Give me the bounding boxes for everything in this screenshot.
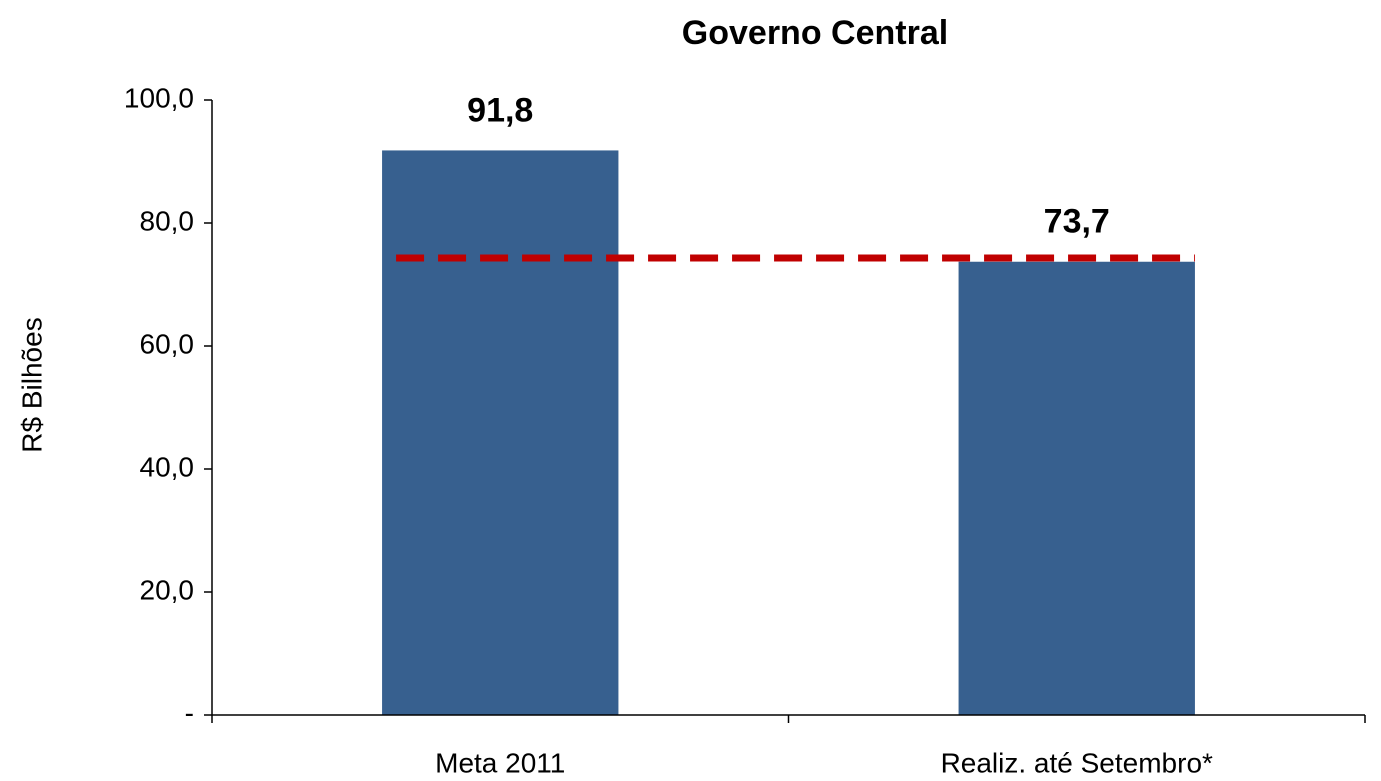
y-axis-label: R$ Bilhões <box>16 317 47 452</box>
bar <box>958 261 1195 715</box>
y-tick-label: 60,0 <box>140 328 195 359</box>
chart-title: Governo Central <box>682 14 948 52</box>
y-tick-label: 80,0 <box>140 205 195 236</box>
y-tick-label: - <box>185 697 194 728</box>
value-label: 91,8 <box>467 91 533 129</box>
x-tick-label: Meta 2011 <box>435 747 565 778</box>
y-tick-label: 40,0 <box>140 451 195 482</box>
x-tick-label: Realiz. até Setembro* <box>941 747 1213 778</box>
bar <box>382 150 619 715</box>
y-tick-label: 20,0 <box>140 574 195 605</box>
value-label: 73,7 <box>1044 203 1110 241</box>
y-tick-label: 100,0 <box>124 82 194 113</box>
